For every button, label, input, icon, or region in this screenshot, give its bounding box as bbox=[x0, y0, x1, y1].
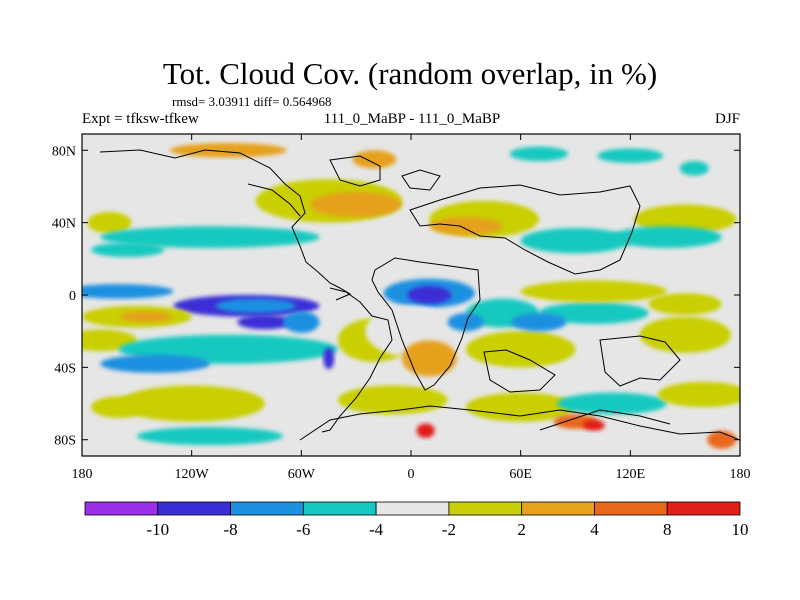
cloud-anomaly-region bbox=[511, 313, 567, 332]
cloud-anomaly-region bbox=[100, 354, 210, 373]
cloud-anomaly-region bbox=[120, 311, 172, 323]
lon-tick-label: 60W bbox=[288, 467, 316, 482]
lat-tick-label: 80S bbox=[54, 434, 76, 449]
cloud-anomaly-region bbox=[538, 302, 649, 324]
cloud-anomaly-region bbox=[136, 427, 284, 446]
cloud-anomaly-region bbox=[639, 316, 731, 353]
lat-tick-label: 0 bbox=[69, 289, 76, 304]
cloud-anomaly-region bbox=[509, 146, 569, 162]
longitude-axis: 180 120W 60W 0 60E 120E 180 bbox=[72, 134, 751, 482]
experiment-label: Expt = tfksw-tfkew bbox=[82, 111, 199, 127]
colorbar-swatch bbox=[521, 501, 595, 516]
colorbar-swatch bbox=[157, 501, 231, 516]
lat-tick-label: 80N bbox=[52, 144, 76, 159]
colorbar-label: -2 bbox=[442, 520, 456, 539]
cloud-anomaly-region bbox=[429, 217, 503, 236]
lon-tick-label: 60E bbox=[509, 467, 532, 482]
cloud-anomaly-region bbox=[323, 347, 335, 370]
cloud-anomaly-region bbox=[91, 396, 146, 419]
colorbar-swatch bbox=[230, 501, 304, 516]
colorbar-label: -8 bbox=[223, 520, 237, 539]
season-label: DJF bbox=[715, 111, 740, 127]
cloud-anomaly-region bbox=[169, 143, 287, 158]
cloud-anomaly-region bbox=[465, 392, 576, 422]
plot-title: Tot. Cloud Cov. (random overlap, in %) bbox=[163, 56, 657, 91]
cloud-anomaly-region bbox=[597, 148, 664, 163]
cloud-anomaly-region bbox=[657, 381, 740, 408]
colorbar-swatch bbox=[666, 501, 741, 516]
cloud-anomaly-region bbox=[401, 340, 457, 377]
colorbar-swatch bbox=[84, 501, 159, 516]
colorbar-swatch bbox=[594, 501, 668, 516]
colorbar-label: -4 bbox=[369, 520, 384, 539]
case-label: 111_0_MaBP - 111_0_MaBP bbox=[324, 111, 500, 127]
colorbar-label: 10 bbox=[732, 520, 749, 539]
cloud-anomaly-region bbox=[215, 298, 296, 314]
latitude-axis: 80N 40N 0 40S 80S bbox=[52, 144, 740, 449]
cloud-anomaly-region bbox=[118, 385, 265, 422]
cloud-anomaly-region bbox=[352, 150, 397, 169]
cloud-anomaly-region bbox=[465, 331, 576, 368]
lon-tick-label: 180 bbox=[730, 467, 751, 482]
cloud-anomaly-region bbox=[237, 314, 293, 330]
cloud-anomaly-region bbox=[582, 419, 605, 431]
coastline bbox=[99, 149, 740, 441]
cloud-anomaly-region bbox=[447, 313, 485, 332]
cloud-anomaly-region bbox=[310, 191, 402, 218]
cloud-cover-map bbox=[81, 133, 741, 457]
colorbar-label: 8 bbox=[663, 520, 672, 539]
cloud-anomaly-region bbox=[407, 285, 452, 305]
cloud-anomaly-region bbox=[557, 392, 667, 415]
cloud-anomaly-region bbox=[87, 211, 132, 234]
lon-tick-label: 0 bbox=[408, 467, 415, 482]
lon-tick-label: 180 bbox=[72, 467, 93, 482]
colorbar-label: 2 bbox=[517, 520, 526, 539]
cloud-anomaly-region bbox=[82, 284, 174, 299]
cloud-anomaly-region bbox=[679, 161, 709, 176]
cloud-anomaly-region bbox=[633, 204, 737, 234]
colorbar-swatch bbox=[302, 501, 377, 516]
stats-label: rmsd= 3.03911 diff= 0.564968 bbox=[172, 94, 331, 109]
lon-tick-label: 120E bbox=[616, 467, 646, 482]
lon-tick-label: 120W bbox=[175, 467, 210, 482]
cloud-anomaly-region bbox=[283, 311, 320, 333]
cloud-anomaly-region bbox=[707, 430, 737, 449]
cloud-anomaly-region bbox=[648, 293, 722, 315]
colorbar-swatch bbox=[448, 501, 523, 516]
colorbar-swatch bbox=[375, 501, 450, 516]
cloud-anomaly-region bbox=[520, 228, 631, 254]
lat-tick-label: 40N bbox=[52, 217, 76, 232]
cloud-anomaly-region bbox=[100, 226, 320, 248]
cloud-anomaly-region bbox=[416, 423, 435, 438]
cloud-anomaly-region bbox=[91, 242, 165, 258]
lat-tick-label: 40S bbox=[54, 361, 76, 376]
cloud-anomaly-region bbox=[520, 280, 667, 303]
colorbar-label: 4 bbox=[590, 520, 599, 539]
colorbar: -10 -8 -6 -4 -2 2 4 8 10 bbox=[84, 501, 749, 539]
colorbar-label: -10 bbox=[146, 520, 169, 539]
cloud-anomaly-region bbox=[612, 226, 722, 248]
colorbar-label: -6 bbox=[296, 520, 310, 539]
